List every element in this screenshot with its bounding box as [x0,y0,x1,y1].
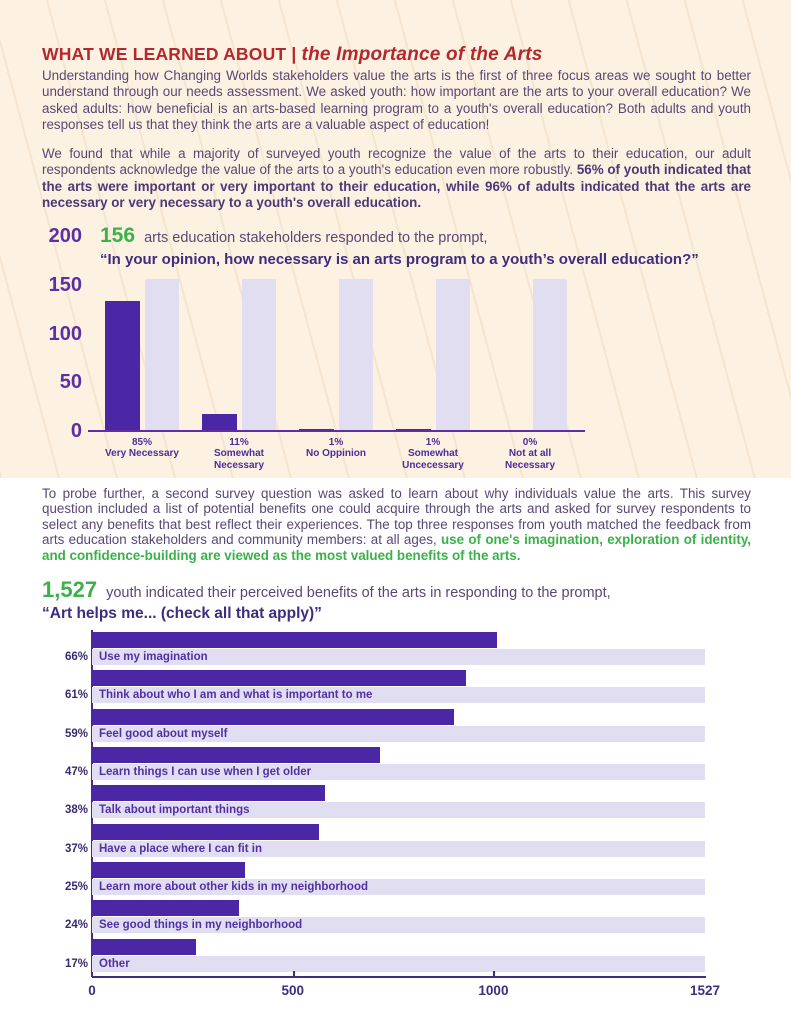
c2-axis-tick [493,971,495,976]
c2-track-bar: Learn more about other kids in my neighb… [92,879,705,895]
c2-percent-label: 17% [64,958,88,970]
c1-category-label: 1% Somewhat Uncecessary [383,437,483,471]
intro-paragraph: Understanding how Changing Worlds stakeh… [42,68,751,132]
c2-xtick-label: 0 [88,983,96,998]
c2-percent-label: 38% [64,804,88,816]
c2-track-bar: Use my imagination [92,649,705,665]
c1-ytick-label: 0 [70,420,82,442]
c2-value-bar [92,862,245,878]
page-title: WHAT WE LEARNED ABOUT | the Importance o… [42,44,543,66]
findings-paragraph: We found that while a majority of survey… [42,146,751,211]
c2-value-bar [92,632,497,648]
c1-category-label: 85% Very Necessary [92,437,192,460]
findings-text: We found that while a majority of survey… [42,146,751,178]
c2-value-bar [92,709,454,725]
c1-category-name: Uncecessary [402,459,464,471]
c1-ytick-label: 100 [48,322,82,345]
chart2-plot-area: Use my imagination 66% Think about who I a… [65,630,720,1000]
c1-value-bar [105,301,140,431]
c1-ytick-label: 200 [48,225,82,247]
c2-percent-label: 25% [64,881,88,893]
benefits-paragraph: To probe further, a second survey questi… [42,486,751,563]
c1-category-percent: 0% [522,437,538,448]
c1-total-bar [533,279,567,431]
c1-category-name: Somewhat [213,448,264,459]
benefits-text: To probe further, a second survey questi… [42,486,751,548]
c1-ytick-label: 50 [59,371,82,394]
c2-xtick-label: 1527 [689,983,721,998]
c2-track-bar: See good things in my neighborhood [92,917,705,933]
c1-category-name: Not at all [508,448,552,459]
c2-value-bar [92,939,196,955]
chart1-intro-line: 156 arts education stakeholders responde… [100,224,699,248]
c1-category-name: No Oppinion [306,448,366,459]
chart2-respondent-count: 1,527 [42,577,98,602]
c1-category-name: Necessary [213,459,265,471]
chart1-prompt: “In your opinion, how necessary is an ar… [100,251,699,268]
c2-item-label: Learn more about other kids in my neighb… [99,881,368,893]
findings-highlight: 56% of youth indicated that the arts wer… [42,162,751,210]
c2-track-bar: Feel good about myself [92,726,705,742]
chart2-intro-line: 1,527 youth indicated their perceived be… [42,577,611,603]
c2-track-bar: Learn things I can use when I get older [92,764,705,780]
c2-value-bar [92,747,380,763]
c2-percent-label: 24% [64,919,88,931]
c2-item-label: Other [99,958,130,970]
c2-item-label: Talk about important things [99,804,250,816]
c1-total-bar [242,279,276,431]
c2-item-label: Learn things I can use when I get older [99,766,312,778]
c2-axis-tick [293,971,295,976]
c2-track-bar: Think about who I am and what is importa… [92,687,705,703]
c1-category-label: 0% Not at all Necessary [480,437,580,471]
chart1-header: 156 arts education stakeholders responde… [100,224,699,268]
c1-category-label: 1% No Oppinion [286,437,386,460]
c2-percent-label: 37% [64,843,88,855]
c1-category-percent: 1% [328,437,344,448]
c2-item-label: Think about who I am and what is importa… [99,689,373,701]
c1-total-bar [339,279,373,431]
c1-category-percent: 85% [131,437,152,448]
c2-value-bar [92,670,466,686]
chart1-category-labels: 85% Very Necessary 11% Somewhat Necessary 1% N… [0,437,791,477]
c2-track-bar: Have a place where I can fit in [92,841,705,857]
c1-ytick-label: 150 [48,273,82,296]
c2-item-label: See good things in my neighborhood [99,919,303,931]
c2-track-bar: Other [92,956,705,972]
chart1-baseline [88,430,585,432]
chart2-intro-text: youth indicated their perceived benefits… [102,585,611,601]
c1-category-percent: 11% [229,437,249,448]
c2-value-bar [92,785,325,801]
c2-item-label: Use my imagination [99,651,208,663]
c2-item-label: Feel good about myself [99,728,228,740]
c2-percent-label: 59% [64,728,88,740]
c2-track-bar: Talk about important things [92,802,705,818]
c1-total-bar [145,279,179,431]
chart1-y-axis: 200 150 100 50 0 [20,0,82,478]
c1-category-name: Very Necessary [105,448,179,459]
c2-value-bar [92,824,319,840]
c2-percent-label: 61% [64,689,88,701]
c1-category-name: Somewhat [407,448,458,459]
benefits-highlight: use of one's imagination, exploration of… [42,532,751,563]
c1-category-label: 11% Somewhat Necessary [189,437,289,471]
c2-value-bar [92,900,239,916]
chart1-intro-text: arts education stakeholders responded to… [140,230,488,246]
chart2-prompt: “Art helps me... (check all that apply)” [42,605,322,622]
chart1-respondent-count: 156 [100,224,136,247]
chart1-plot-area [88,236,588,431]
page-title-prefix: WHAT WE LEARNED ABOUT | [42,44,302,64]
c1-total-bar [436,279,470,431]
c2-percent-label: 47% [64,766,88,778]
c2-xtick-label: 500 [281,983,304,998]
chart2-header: 1,527 youth indicated their perceived be… [42,577,611,623]
c2-xtick-label: 1000 [478,983,509,998]
c2-item-label: Have a place where I can fit in [99,843,262,855]
c1-category-percent: 1% [425,437,441,448]
c2-x-axis-line [92,976,706,978]
c1-value-bar [202,414,237,431]
c1-category-name: Necessary [504,459,556,471]
page-title-emphasis: the Importance of the Arts [301,44,543,65]
c2-percent-label: 66% [64,651,88,663]
